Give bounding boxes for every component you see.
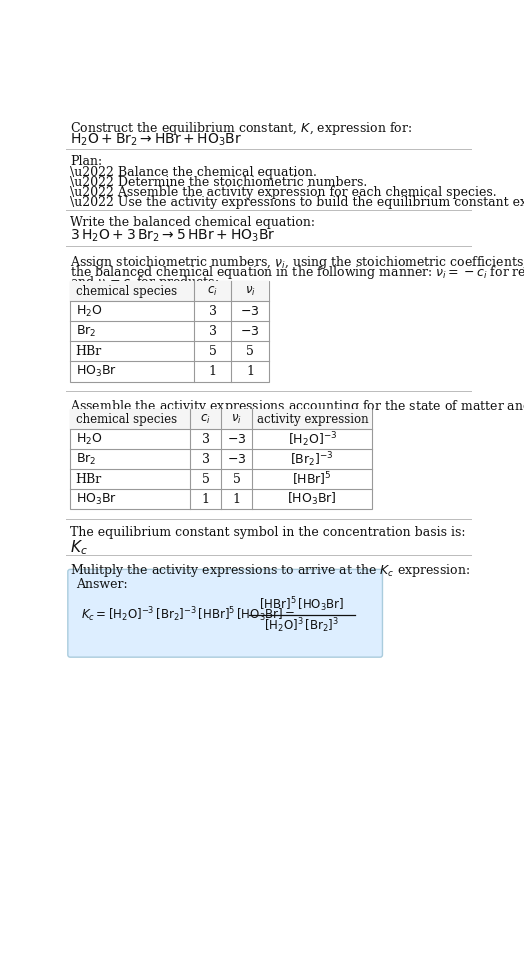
Text: $[\mathrm{HBr}]^5\,[\mathrm{HO_3Br}]$: $[\mathrm{HBr}]^5\,[\mathrm{HO_3Br}]$ [259, 596, 345, 614]
Text: 1: 1 [209, 365, 217, 378]
Text: $\mathrm{H_2O}$: $\mathrm{H_2O}$ [75, 432, 102, 447]
Text: Answer:: Answer: [77, 578, 128, 591]
FancyBboxPatch shape [68, 570, 383, 657]
Text: $[\mathrm{HO_3Br}]$: $[\mathrm{HO_3Br}]$ [288, 491, 337, 507]
Text: $c_i$: $c_i$ [200, 412, 211, 426]
Text: chemical species: chemical species [75, 285, 177, 298]
Text: Write the balanced chemical equation:: Write the balanced chemical equation: [70, 216, 315, 229]
Text: Assemble the activity expressions accounting for the state of matter and $\nu_i$: Assemble the activity expressions accoun… [70, 398, 524, 415]
Text: HBr: HBr [75, 345, 102, 358]
Text: $\mathrm{HO_3Br}$: $\mathrm{HO_3Br}$ [75, 492, 117, 507]
Text: $-3$: $-3$ [240, 325, 260, 338]
Text: Plan:: Plan: [70, 155, 102, 168]
Text: 3: 3 [209, 305, 217, 318]
Bar [70, 281, 268, 382]
Text: 1: 1 [233, 493, 241, 505]
Text: \u2022 Determine the stoichiometric numbers.: \u2022 Determine the stoichiometric numb… [70, 175, 367, 189]
Bar [70, 409, 373, 430]
Bar [70, 281, 268, 301]
Text: 5: 5 [209, 345, 217, 358]
Text: 3: 3 [202, 433, 210, 446]
Text: $-3$: $-3$ [227, 433, 246, 446]
Text: 5: 5 [233, 473, 241, 486]
Text: \u2022 Assemble the activity expression for each chemical species.: \u2022 Assemble the activity expression … [70, 186, 497, 199]
Text: $\mathrm{H_2O}$: $\mathrm{H_2O}$ [75, 304, 102, 319]
Text: Construct the equilibrium constant, $K$, expression for:: Construct the equilibrium constant, $K$,… [70, 120, 412, 137]
Text: $K_c = [\mathrm{H_2O}]^{-3}\,[\mathrm{Br_2}]^{-3}\,[\mathrm{HBr}]^{5}\,[\mathrm{: $K_c = [\mathrm{H_2O}]^{-3}\,[\mathrm{Br… [81, 605, 295, 624]
Text: 5: 5 [246, 345, 254, 358]
Text: 3: 3 [209, 325, 217, 338]
Text: $\mathrm{HO_3Br}$: $\mathrm{HO_3Br}$ [75, 363, 117, 379]
Text: $[\mathrm{Br_2}]^{-3}$: $[\mathrm{Br_2}]^{-3}$ [290, 450, 334, 469]
Text: $\mathrm{H_2O + Br_2 \rightarrow HBr + HO_3Br}$: $\mathrm{H_2O + Br_2 \rightarrow HBr + H… [70, 132, 242, 149]
Text: $-3$: $-3$ [227, 453, 246, 466]
Text: $\nu_i$: $\nu_i$ [232, 412, 242, 426]
Text: HBr: HBr [75, 473, 102, 486]
Text: $[\mathrm{H_2O}]^3\,[\mathrm{Br_2}]^3$: $[\mathrm{H_2O}]^3\,[\mathrm{Br_2}]^3$ [265, 617, 340, 635]
Text: $\nu_i$: $\nu_i$ [245, 285, 255, 298]
Text: 5: 5 [202, 473, 210, 486]
Text: and $\nu_i = c_i$ for products:: and $\nu_i = c_i$ for products: [70, 273, 220, 291]
Text: 1: 1 [202, 493, 210, 505]
Text: $K_c$: $K_c$ [70, 538, 88, 556]
Text: $\mathrm{3\,H_2O + 3\,Br_2 \rightarrow 5\,HBr + HO_3Br}$: $\mathrm{3\,H_2O + 3\,Br_2 \rightarrow 5… [70, 227, 276, 244]
Text: activity expression: activity expression [257, 412, 368, 426]
Text: The equilibrium constant symbol in the concentration basis is:: The equilibrium constant symbol in the c… [70, 526, 466, 539]
Text: $c_i$: $c_i$ [208, 285, 218, 298]
Text: \u2022 Balance the chemical equation.: \u2022 Balance the chemical equation. [70, 166, 317, 179]
Text: $\mathrm{Br_2}$: $\mathrm{Br_2}$ [75, 324, 96, 339]
Text: 3: 3 [202, 453, 210, 466]
Text: \u2022 Use the activity expressions to build the equilibrium constant expression: \u2022 Use the activity expressions to b… [70, 196, 524, 209]
Bar [70, 409, 373, 509]
Text: $[\mathrm{H_2O}]^{-3}$: $[\mathrm{H_2O}]^{-3}$ [288, 430, 337, 449]
Text: Assign stoichiometric numbers, $\nu_i$, using the stoichiometric coefficients, $: Assign stoichiometric numbers, $\nu_i$, … [70, 254, 524, 270]
Text: chemical species: chemical species [75, 412, 177, 426]
Text: $-3$: $-3$ [240, 305, 260, 318]
Text: $\mathrm{Br_2}$: $\mathrm{Br_2}$ [75, 452, 96, 467]
Text: the balanced chemical equation in the following manner: $\nu_i = -c_i$ for react: the balanced chemical equation in the fo… [70, 264, 524, 281]
Text: $[\mathrm{HBr}]^{5}$: $[\mathrm{HBr}]^{5}$ [292, 471, 332, 488]
Text: Mulitply the activity expressions to arrive at the $K_c$ expression:: Mulitply the activity expressions to arr… [70, 562, 471, 579]
Text: 1: 1 [246, 365, 254, 378]
